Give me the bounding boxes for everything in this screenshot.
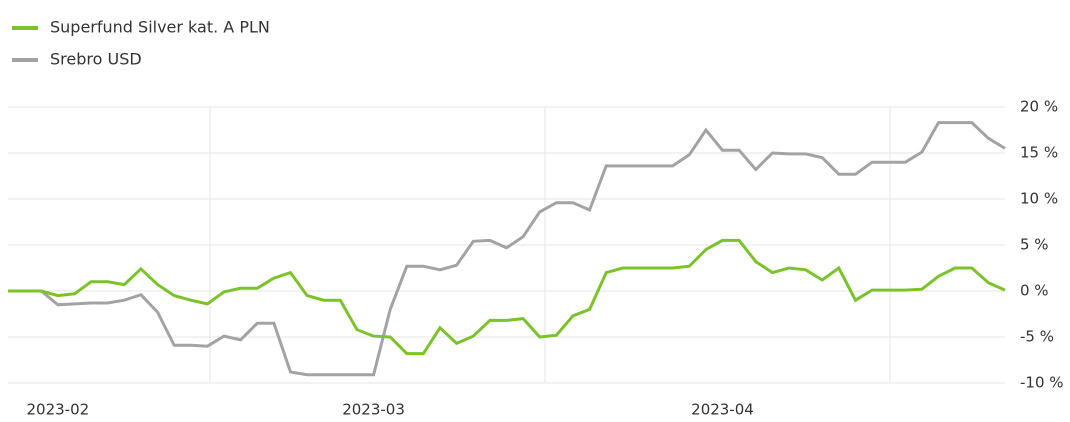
x-tick-label: 2023-02 [27,401,90,419]
y-tick-label: -5 % [1020,328,1054,346]
y-tick-label: 20 % [1020,98,1058,116]
y-tick-label: 5 % [1020,236,1049,254]
legend-label: Superfund Silver kat. A PLN [50,18,270,37]
x-tick-label: 2023-03 [342,401,405,419]
y-tick-label: -10 % [1020,374,1064,392]
legend-box [0,8,410,80]
line-series [8,238,1006,356]
y-tick-label: 0 % [1020,282,1049,300]
line-series [8,121,1006,377]
legend: Superfund Silver kat. A PLN Srebro USD [0,8,410,80]
x-tick-label: 2023-04 [691,401,754,419]
y-tick-label: 15 % [1020,144,1058,162]
legend-label: Srebro USD [50,50,142,69]
y-tick-label: 10 % [1020,190,1058,208]
